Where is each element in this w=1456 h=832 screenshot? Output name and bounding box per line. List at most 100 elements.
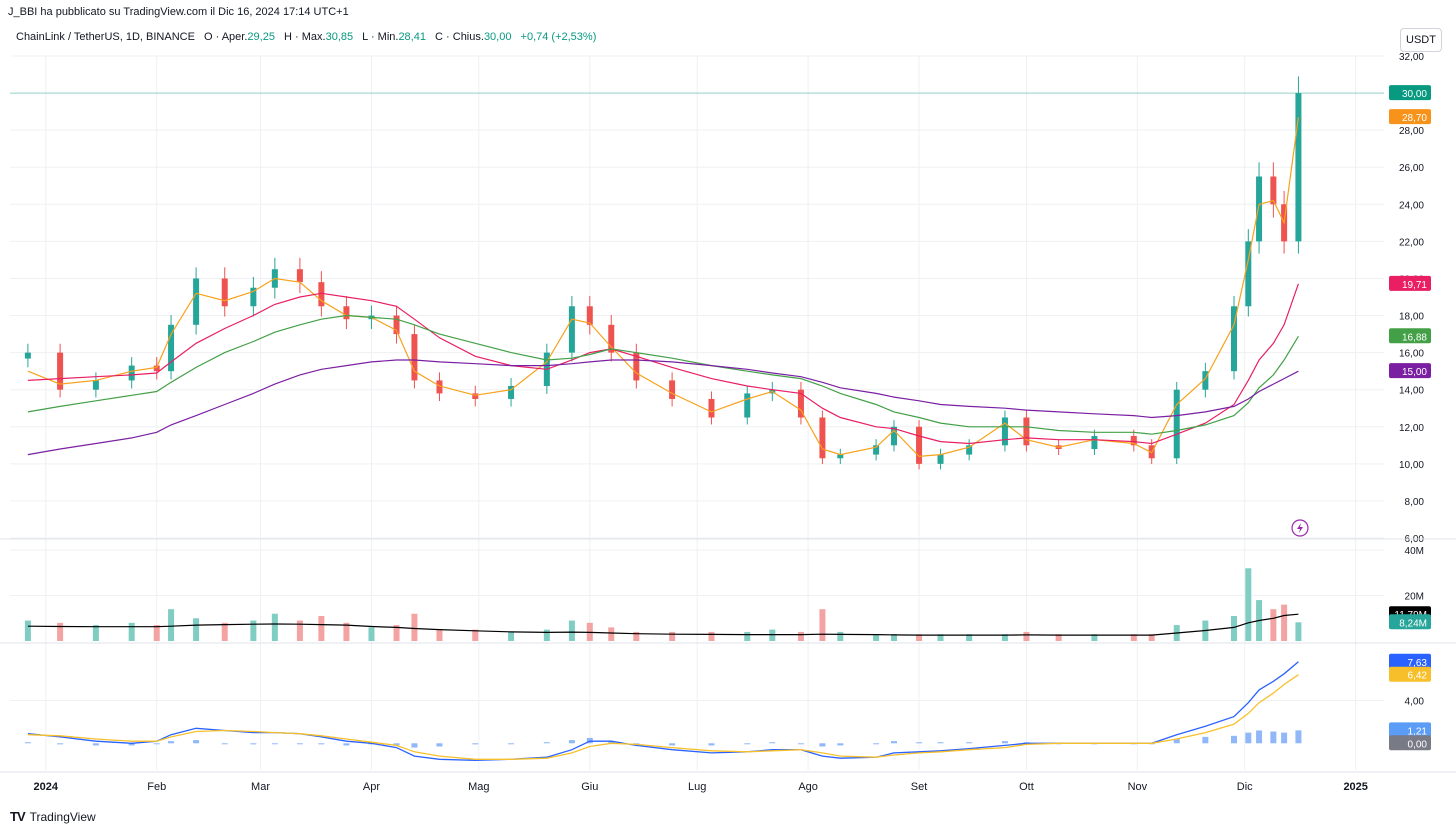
- volume-bar: [368, 627, 375, 641]
- candle: [669, 380, 676, 399]
- moving-average-line: [27, 283, 1299, 445]
- volume-bar: [873, 634, 880, 641]
- x-axis-tick: Mar: [251, 781, 270, 793]
- candle: [586, 306, 593, 325]
- candle: [411, 334, 418, 381]
- price-badge: 30,00: [1402, 89, 1427, 100]
- macd-histogram-bar: [472, 743, 479, 745]
- volume-bar: [1023, 631, 1030, 641]
- close-label: C · Chius.: [435, 31, 484, 43]
- candle: [966, 445, 973, 455]
- volume-bar: [769, 629, 776, 641]
- candle: [193, 278, 200, 325]
- candle: [24, 352, 31, 359]
- volume-badge: 8,24M: [1399, 618, 1427, 629]
- macd-histogram-bar: [669, 743, 676, 746]
- macd-axis-tick: 4,00: [1405, 697, 1425, 708]
- candle: [608, 324, 615, 353]
- macd-histogram-bar: [1270, 731, 1277, 744]
- candle: [1256, 176, 1263, 242]
- tradingview-logo-icon: TV: [10, 809, 26, 824]
- candle: [568, 306, 575, 353]
- brand[interactable]: TV TradingView: [10, 809, 96, 824]
- candle: [744, 393, 751, 418]
- candle: [436, 380, 443, 394]
- volume-bar: [436, 629, 443, 641]
- macd-histogram-bar: [508, 743, 515, 745]
- close-value: 30,00: [483, 31, 512, 43]
- brand-name: TradingView: [29, 809, 96, 824]
- candle: [393, 315, 400, 335]
- price-axis-tick: 26,00: [1399, 163, 1424, 174]
- x-axis-tick: Ago: [798, 781, 818, 793]
- macd-histogram-bar: [937, 742, 944, 744]
- macd-histogram-bar: [1001, 741, 1008, 744]
- macd-badge-bg: [1389, 666, 1431, 682]
- candle: [1270, 176, 1277, 205]
- candle: [873, 445, 880, 455]
- candle: [1202, 371, 1209, 390]
- price-axis-tick: 32,00: [1399, 52, 1424, 63]
- price-axis-tick: 16,00: [1399, 349, 1424, 360]
- macd-histogram-bar: [343, 743, 350, 746]
- x-axis-tick: Giu: [581, 781, 598, 793]
- symbol-title[interactable]: ChainLink / TetherUS, 1D, BINANCE: [16, 31, 195, 43]
- low-value: 28,41: [398, 31, 426, 43]
- volume-bar: [1281, 604, 1288, 641]
- candle: [1001, 417, 1008, 446]
- volume-bar: [411, 613, 418, 641]
- high-label: H · Max.: [284, 31, 326, 43]
- price-axis-tick: 18,00: [1399, 312, 1424, 323]
- candle: [296, 269, 303, 283]
- price-axis-tick: 8,00: [1405, 497, 1425, 508]
- price-badge-bg: [1389, 328, 1431, 344]
- volume-axis-tick: 40M: [1405, 546, 1424, 557]
- price-badge-bg: [1389, 109, 1431, 125]
- macd-badge-bg: [1389, 722, 1431, 738]
- volume-bar: [221, 622, 228, 641]
- candle: [343, 306, 350, 320]
- volume-bar: [837, 631, 844, 641]
- candle: [168, 324, 175, 372]
- price-axis-tick: 10,00: [1399, 460, 1424, 471]
- candle: [508, 385, 515, 399]
- high-value: 30,85: [325, 31, 354, 43]
- macd-histogram-bar: [1295, 730, 1302, 744]
- macd-histogram-bar: [1256, 730, 1263, 744]
- currency-button[interactable]: USDT: [1400, 28, 1442, 52]
- price-badge: 28,70: [1402, 113, 1427, 124]
- macd-line: [27, 661, 1299, 762]
- candle: [1173, 389, 1180, 459]
- macd-histogram-bar: [1245, 732, 1252, 744]
- price-badge: 15,00: [1402, 367, 1427, 378]
- publish-credit: J_BBI ha pubblicato su TradingView.com i…: [8, 6, 349, 18]
- macd-histogram-bar: [891, 741, 897, 744]
- price-badge-bg: [1389, 85, 1431, 101]
- candle: [57, 352, 64, 390]
- open-value: 29,25: [247, 31, 275, 43]
- macd-histogram-bar: [271, 743, 278, 745]
- candle: [708, 398, 715, 418]
- macd-histogram-bar: [296, 743, 303, 745]
- candle: [819, 417, 826, 459]
- volume-bar: [916, 634, 923, 641]
- volume-bar: [168, 609, 175, 641]
- macd-histogram-bar: [568, 740, 575, 744]
- volume-bar: [1130, 634, 1137, 641]
- volume-bar: [193, 618, 200, 641]
- volume-bar: [1001, 634, 1008, 641]
- volume-axis-tick: 20M: [1405, 592, 1424, 603]
- macd-histogram-bar: [769, 742, 776, 744]
- macd-histogram-bar: [57, 743, 64, 745]
- volume-bar: [24, 620, 31, 641]
- x-axis-tick: Apr: [363, 781, 380, 793]
- macd-badge-bg: [1389, 653, 1431, 669]
- volume-bar: [1055, 634, 1062, 641]
- x-axis-tick: 2024: [34, 781, 59, 793]
- macd-histogram-bar: [1231, 735, 1237, 744]
- macd-histogram-bar: [916, 742, 923, 744]
- candle: [1231, 306, 1237, 372]
- candle: [1091, 436, 1098, 450]
- macd-histogram-bar: [744, 743, 751, 745]
